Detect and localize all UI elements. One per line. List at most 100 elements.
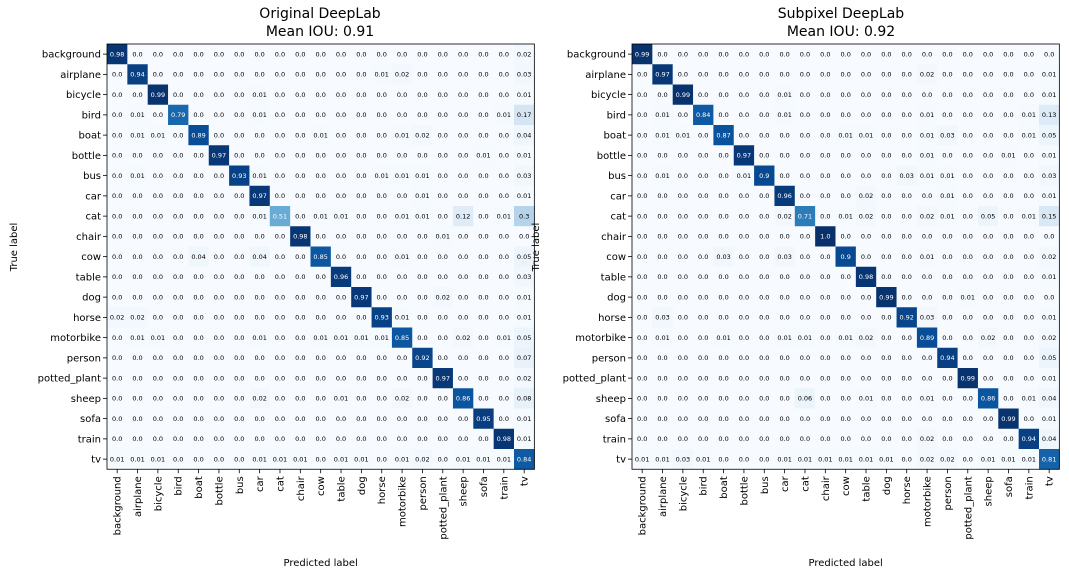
cell-label-16-19: 0.0	[1024, 374, 1034, 382]
cell-label-15-19: 0.0	[499, 354, 509, 362]
y-tick-label-11: table	[601, 272, 626, 283]
cell-label-5-1: 0.0	[132, 152, 142, 160]
cell-label-0-13: 0.0	[902, 50, 912, 58]
cell-label-7-20: 0.01	[517, 192, 531, 200]
heatmap-cell-1-14	[391, 64, 413, 85]
heatmap-cell-16-16	[432, 368, 454, 389]
heatmap-cell-10-19	[1018, 246, 1040, 268]
heatmap-cell-8-15	[937, 206, 958, 227]
heatmap-cell-18-6	[754, 408, 775, 430]
cell-label-0-2: 0.0	[153, 50, 163, 58]
cell-label-16-8: 0.0	[275, 374, 285, 382]
heatmap-cell-14-13	[896, 327, 918, 349]
heatmap-cell-12-18	[998, 287, 1020, 308]
heatmap-cell-3-11	[855, 104, 877, 126]
cell-label-5-12: 0.0	[881, 152, 891, 160]
heatmap-cell-11-15	[412, 266, 433, 288]
cell-label-15-18: 0.0	[478, 354, 488, 362]
heatmap-cell-7-4	[713, 185, 735, 207]
heatmap-cell-2-2	[147, 84, 169, 106]
heatmap-cell-6-10	[835, 165, 857, 187]
heatmap-cell-6-4	[188, 165, 210, 187]
cell-label-15-5: 0.0	[214, 354, 224, 362]
cell-label-7-20: 0.01	[1042, 192, 1056, 200]
cell-label-12-15: 0.0	[417, 293, 427, 301]
heatmap-cell-16-1	[652, 368, 674, 389]
cell-label-6-20: 0.03	[1042, 172, 1056, 180]
heatmap-cell-0-14	[916, 44, 938, 65]
heatmap-cell-13-19	[1018, 307, 1040, 328]
cell-label-1-12: 0.0	[356, 71, 366, 79]
cell-label-11-18: 0.0	[1003, 273, 1013, 281]
heatmap-cell-5-14	[391, 145, 413, 166]
cell-label-2-1: 0.0	[657, 91, 667, 99]
cell-label-18-20: 0.01	[1042, 415, 1056, 423]
heatmap-cell-5-5	[733, 145, 755, 166]
y-tick-label-20: tv	[616, 455, 626, 466]
cell-label-5-16: 0.0	[438, 152, 448, 160]
cell-label-8-2: 0.0	[678, 212, 688, 220]
heatmap-cell-7-17	[977, 185, 999, 207]
cell-label-2-12: 0.0	[356, 91, 366, 99]
heatmap-cell-11-7	[249, 266, 271, 288]
heatmap-cell-16-18	[473, 368, 495, 389]
heatmap-cell-15-19	[1018, 347, 1040, 369]
heatmap-cell-8-11	[855, 206, 877, 227]
heatmap-cell-9-4	[188, 226, 210, 247]
heatmap-cell-1-19	[1018, 64, 1040, 85]
cell-label-2-15: 0.0	[942, 91, 952, 99]
cell-label-1-11: 0.0	[861, 71, 871, 79]
x-tick-label-20: tv	[1045, 476, 1056, 486]
heatmap-cell-4-4	[188, 125, 210, 146]
cell-label-17-7: 0.02	[252, 395, 266, 403]
cell-label-6-12: 0.0	[356, 172, 366, 180]
cell-label-16-3: 0.0	[173, 374, 183, 382]
cell-label-3-15: 0.0	[417, 111, 427, 119]
heatmap-cell-5-6	[229, 145, 250, 166]
x-tick-label-20: tv	[520, 476, 531, 486]
heatmap-cell-8-8	[794, 206, 816, 227]
heatmap-cell-6-11	[855, 165, 877, 187]
heatmap-cell-11-4	[713, 266, 735, 288]
cell-label-5-4: 0.0	[718, 152, 728, 160]
heatmap-cell-17-13	[896, 388, 918, 409]
cell-label-5-6: 0.0	[234, 152, 244, 160]
heatmap-cell-17-0	[107, 388, 128, 409]
cell-label-8-15: 0.01	[415, 212, 429, 220]
heatmap-cell-2-9	[815, 84, 836, 106]
heatmap-cell-7-16	[957, 185, 979, 207]
heatmap-cell-18-4	[188, 408, 210, 430]
heatmap-cell-15-6	[229, 347, 250, 369]
heatmap-cell-19-8	[269, 428, 291, 450]
heatmap-cell-11-17	[977, 266, 999, 288]
cell-label-5-10: 0.0	[316, 152, 326, 160]
heatmap-cell-3-1	[127, 104, 149, 126]
cell-label-14-7: 0.01	[252, 334, 266, 342]
x-tick-label-6: bus	[760, 476, 771, 494]
heatmap-cell-0-7	[774, 44, 796, 65]
cell-label-19-17: 0.0	[458, 435, 468, 443]
heatmap-cell-11-14	[391, 266, 413, 288]
cell-label-14-8: 0.01	[798, 334, 812, 342]
heatmap-cell-14-16	[432, 327, 454, 349]
cell-label-16-19: 0.0	[499, 374, 509, 382]
cell-label-5-14: 0.0	[397, 152, 407, 160]
heatmap-cell-0-15	[937, 44, 958, 65]
heatmap-cell-3-18	[998, 104, 1020, 126]
cell-label-0-14: 0.0	[922, 50, 932, 58]
heatmap-cell-4-6	[754, 125, 775, 146]
cell-label-3-4: 0.0	[718, 111, 728, 119]
cell-label-3-19: 0.01	[1022, 111, 1036, 119]
cell-label-19-13: 0.0	[377, 435, 387, 443]
heatmap-cell-7-1	[652, 185, 674, 207]
heatmap-cell-10-20	[1039, 246, 1060, 268]
heatmap-cell-16-7	[249, 368, 271, 389]
cell-label-9-0: 0.0	[112, 233, 122, 241]
heatmap-cell-15-3	[168, 347, 189, 369]
heatmap-cell-19-1	[652, 428, 674, 450]
heatmap-cell-7-10	[310, 185, 332, 207]
cell-label-0-17: 0.0	[983, 50, 993, 58]
heatmap-cell-3-3	[693, 104, 714, 126]
heatmap-cell-13-16	[957, 307, 979, 328]
cell-label-12-18: 0.0	[478, 293, 488, 301]
